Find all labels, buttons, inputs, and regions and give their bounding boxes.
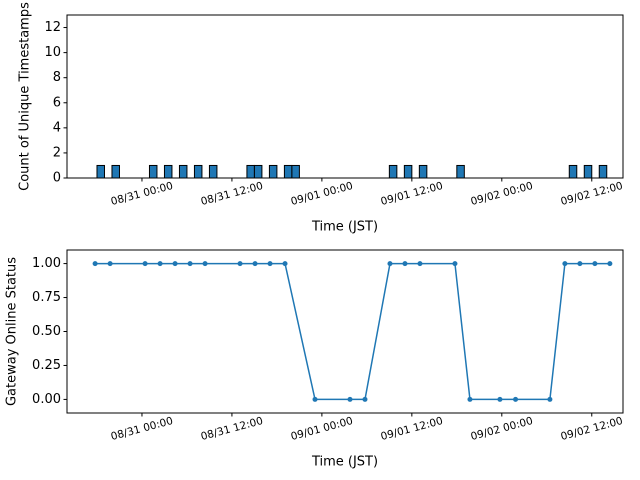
x-tick-label: 09/02 12:00 <box>559 415 624 443</box>
x-tick-label: 09/01 00:00 <box>289 180 354 208</box>
x-tick-label: 09/01 00:00 <box>289 415 354 443</box>
point <box>282 261 288 267</box>
bar <box>418 164 428 178</box>
bar <box>456 164 465 178</box>
bar <box>246 164 255 178</box>
x-tick-label: 09/02 00:00 <box>469 180 534 208</box>
point <box>497 396 503 402</box>
bar <box>208 164 218 178</box>
axes: 0 2 4 6 8 10 12 08/31 00:00 08/31 12:00 09/01 00:… <box>18 2 625 235</box>
point <box>562 261 568 267</box>
plot-area <box>92 261 613 402</box>
axes: 0.00 0.25 0.50 0.75 1.00 08/31 00:00 08/31 12:… <box>5 249 624 470</box>
plot-area <box>96 164 608 178</box>
point <box>142 261 148 267</box>
point <box>387 261 393 267</box>
point <box>452 261 458 267</box>
point <box>237 261 243 267</box>
point <box>187 261 193 267</box>
bar <box>193 164 203 178</box>
y-tick-label: 0.25 <box>32 358 61 373</box>
point <box>312 396 318 402</box>
bar <box>96 164 105 178</box>
bar <box>583 164 593 178</box>
y-tick-label: 0.50 <box>32 324 61 339</box>
point <box>267 261 273 267</box>
point <box>513 396 519 402</box>
point <box>362 396 368 402</box>
x-tick-label: 09/01 12:00 <box>379 415 444 443</box>
y-axis-label: Gateway Online Status <box>5 257 20 406</box>
y-tick-label: 0.75 <box>32 290 61 305</box>
bar <box>163 164 173 178</box>
point <box>467 396 473 402</box>
line <box>95 262 610 401</box>
x-tick-label: 08/31 00:00 <box>110 180 175 208</box>
x-tick-label: 09/02 00:00 <box>469 415 534 443</box>
bar <box>283 164 293 178</box>
y-tick-label: 8 <box>53 70 61 85</box>
point <box>347 396 353 402</box>
point <box>252 261 258 267</box>
x-tick-label: 09/01 12:00 <box>379 180 444 208</box>
point <box>107 261 113 267</box>
y-tick-label: 0 <box>53 171 61 186</box>
x-tick-label: 08/31 12:00 <box>200 415 265 443</box>
axes-frame <box>66 249 624 414</box>
bar <box>148 164 158 178</box>
x-tick-label: 09/02 12:00 <box>559 180 624 208</box>
y-tick-label: 0.00 <box>32 392 61 407</box>
point <box>592 261 598 267</box>
bar <box>598 164 608 178</box>
point <box>607 261 613 267</box>
bar <box>291 164 300 178</box>
y-tick-label: 1.00 <box>32 256 61 271</box>
point <box>172 261 178 267</box>
point <box>92 261 98 267</box>
bar <box>403 164 413 178</box>
x-tick-label: 08/31 00:00 <box>110 415 175 443</box>
point <box>402 261 408 267</box>
bar <box>178 164 188 178</box>
y-axis-label: Count of Unique Timestamps <box>18 2 33 191</box>
point <box>202 261 208 267</box>
x-axis-label: Time (JST) <box>311 220 378 235</box>
x-tick-label: 08/31 12:00 <box>200 180 265 208</box>
point <box>577 261 583 267</box>
point <box>547 396 553 402</box>
y-tick-label: 4 <box>53 120 61 135</box>
y-tick-label: 10 <box>44 45 61 60</box>
point <box>417 261 423 267</box>
y-tick-label: 2 <box>53 145 61 160</box>
axes-frame <box>66 14 624 179</box>
bar <box>568 164 578 178</box>
point <box>157 261 163 267</box>
bar <box>111 164 120 178</box>
bar <box>388 164 398 178</box>
y-tick-label: 12 <box>44 20 61 35</box>
x-axis-label: Time (JST) <box>311 455 378 470</box>
bar <box>253 164 263 178</box>
y-tick-label: 6 <box>53 95 61 110</box>
bar <box>268 164 278 178</box>
